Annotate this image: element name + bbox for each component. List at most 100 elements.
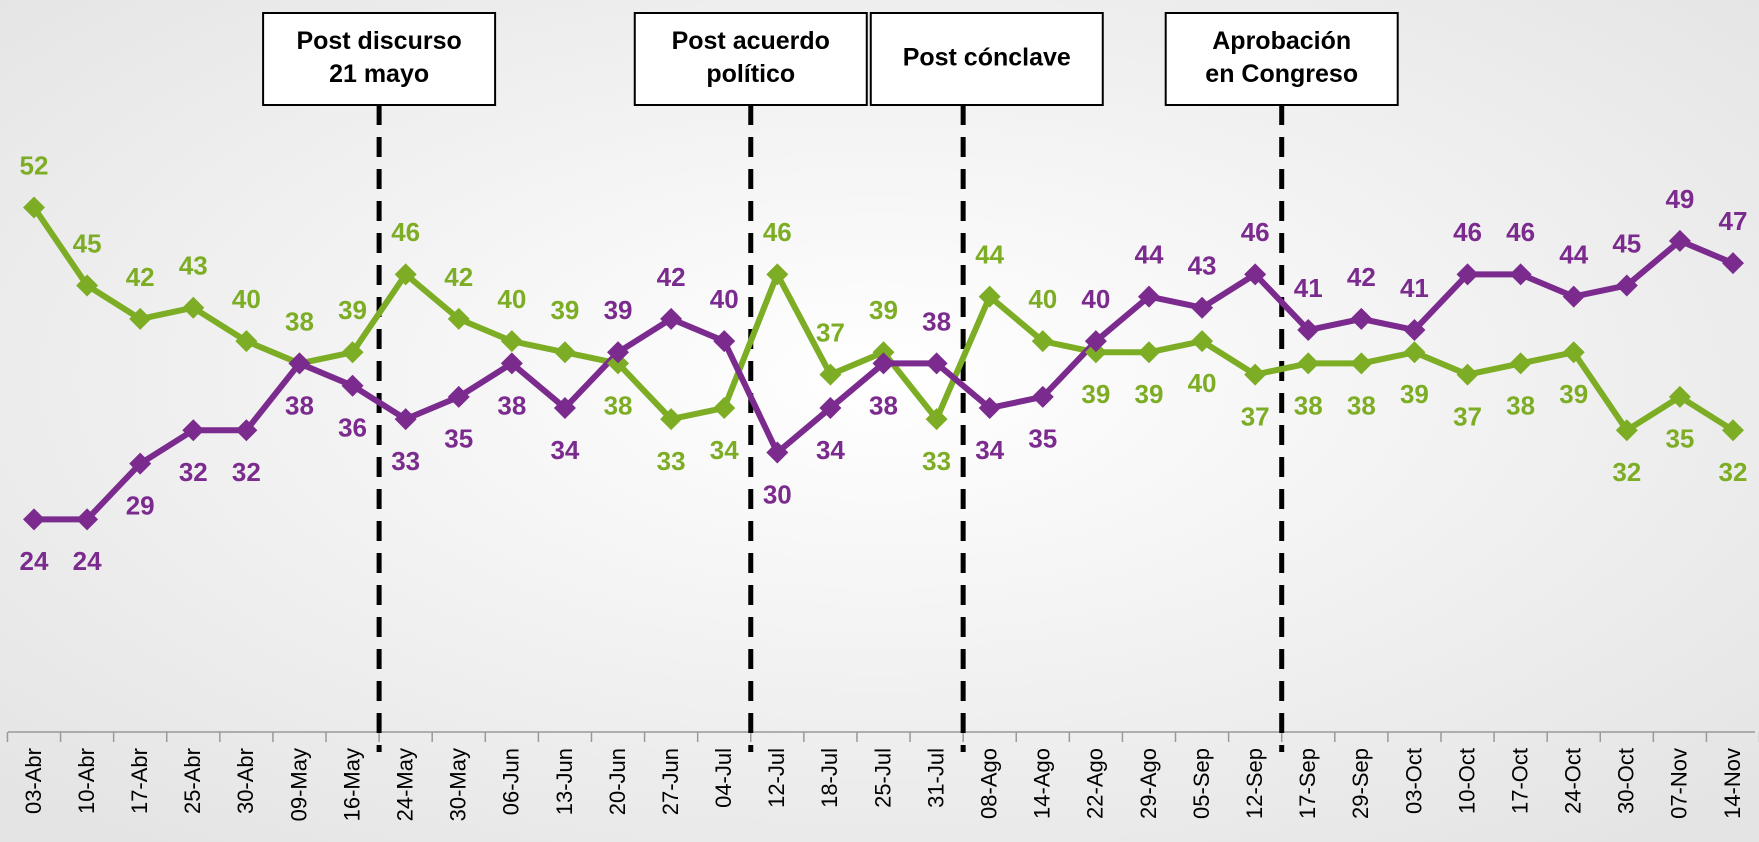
marker — [23, 196, 45, 219]
data-label: 38 — [1347, 390, 1376, 420]
data-label: 24 — [73, 546, 102, 576]
marker — [1562, 341, 1585, 364]
x-tick-label: 24-May — [392, 748, 417, 821]
x-tick-label: 29-Ago — [1136, 748, 1161, 819]
marker — [500, 352, 523, 375]
marker — [553, 396, 576, 419]
data-label: 38 — [497, 390, 526, 420]
data-label: 39 — [1559, 379, 1588, 409]
marker — [1615, 419, 1638, 442]
marker — [500, 330, 523, 353]
marker — [1031, 385, 1054, 408]
data-label: 38 — [285, 390, 314, 420]
marker — [1031, 330, 1054, 353]
data-label: 34 — [710, 435, 739, 465]
marker — [394, 263, 417, 286]
marker — [1084, 341, 1107, 364]
marker — [341, 374, 364, 397]
x-tick-label: 10-Abr — [74, 748, 99, 814]
data-label: 38 — [604, 390, 633, 420]
marker — [235, 419, 258, 442]
x-tick-label: 03-Oct — [1401, 748, 1426, 814]
marker — [978, 285, 1001, 308]
data-label: 39 — [550, 295, 579, 325]
x-tick-label: 31-Jul — [923, 748, 948, 808]
x-tick-label: 18-Jul — [817, 748, 842, 808]
x-tick-label: 14-Nov — [1720, 748, 1745, 819]
x-tick-label: 30-Oct — [1614, 748, 1639, 814]
data-label: 30 — [763, 479, 792, 509]
marker — [872, 341, 895, 364]
data-label: 43 — [179, 251, 208, 281]
data-label: 37 — [1453, 401, 1482, 431]
marker — [447, 307, 470, 330]
marker — [1350, 352, 1373, 375]
data-label: 46 — [1506, 217, 1535, 247]
data-label: 39 — [1135, 379, 1164, 409]
marker — [1244, 363, 1267, 386]
data-label: 34 — [816, 435, 845, 465]
data-label: 47 — [1719, 206, 1748, 236]
data-label: 35 — [1028, 424, 1057, 454]
marker — [925, 408, 948, 431]
x-tick-label: 06-Jun — [499, 748, 524, 815]
data-label: 46 — [763, 217, 792, 247]
data-label: 42 — [1347, 262, 1376, 292]
marker — [1668, 229, 1691, 252]
annotation-text: Aprobación — [1212, 27, 1351, 55]
x-tick-label: 12-Sep — [1242, 748, 1267, 819]
marker — [660, 408, 683, 431]
marker — [1722, 252, 1744, 275]
data-label: 46 — [391, 217, 420, 247]
data-label: 44 — [975, 239, 1004, 269]
data-label: 44 — [1135, 239, 1164, 269]
marker — [1562, 285, 1585, 308]
annotation-text: Post acuerdo — [672, 27, 830, 55]
marker — [607, 341, 630, 364]
marker — [1615, 274, 1638, 297]
data-label: 49 — [1665, 184, 1694, 214]
data-label: 45 — [1612, 228, 1641, 258]
marker — [1297, 352, 1320, 375]
marker — [819, 396, 842, 419]
marker — [925, 352, 948, 375]
marker — [1350, 307, 1373, 330]
x-tick-label: 03-Abr — [21, 748, 46, 814]
data-label: 37 — [1241, 401, 1270, 431]
data-label: 24 — [20, 546, 49, 576]
x-tick-label: 13-Jun — [552, 748, 577, 815]
marker — [553, 341, 576, 364]
data-label: 35 — [444, 424, 473, 454]
marker — [182, 419, 205, 442]
marker — [76, 508, 99, 531]
marker — [872, 352, 895, 375]
data-label: 32 — [179, 457, 208, 487]
data-label: 41 — [1400, 273, 1429, 303]
data-label: 35 — [1665, 424, 1694, 454]
data-label: 39 — [869, 295, 898, 325]
marker — [766, 441, 789, 464]
data-label: 46 — [1453, 217, 1482, 247]
annotation-box — [1164, 12, 1399, 106]
data-label: 32 — [232, 457, 261, 487]
x-tick-label: 30-Abr — [233, 748, 258, 814]
x-tick-label: 24-Oct — [1561, 748, 1586, 814]
data-label: 41 — [1294, 273, 1323, 303]
data-label: 32 — [1719, 457, 1748, 487]
x-tick-label: 09-May — [286, 748, 311, 821]
marker — [129, 307, 152, 330]
x-tick-label: 10-Oct — [1454, 748, 1479, 814]
data-label: 42 — [657, 262, 686, 292]
data-label: 34 — [975, 435, 1004, 465]
annotation-text: en Congreso — [1205, 60, 1358, 88]
x-tick-label: 17-Sep — [1295, 748, 1320, 819]
data-label: 38 — [869, 390, 898, 420]
data-label: 39 — [604, 295, 633, 325]
marker — [1191, 330, 1214, 353]
data-label: 34 — [550, 435, 579, 465]
marker — [1509, 263, 1532, 286]
marker — [1137, 341, 1160, 364]
